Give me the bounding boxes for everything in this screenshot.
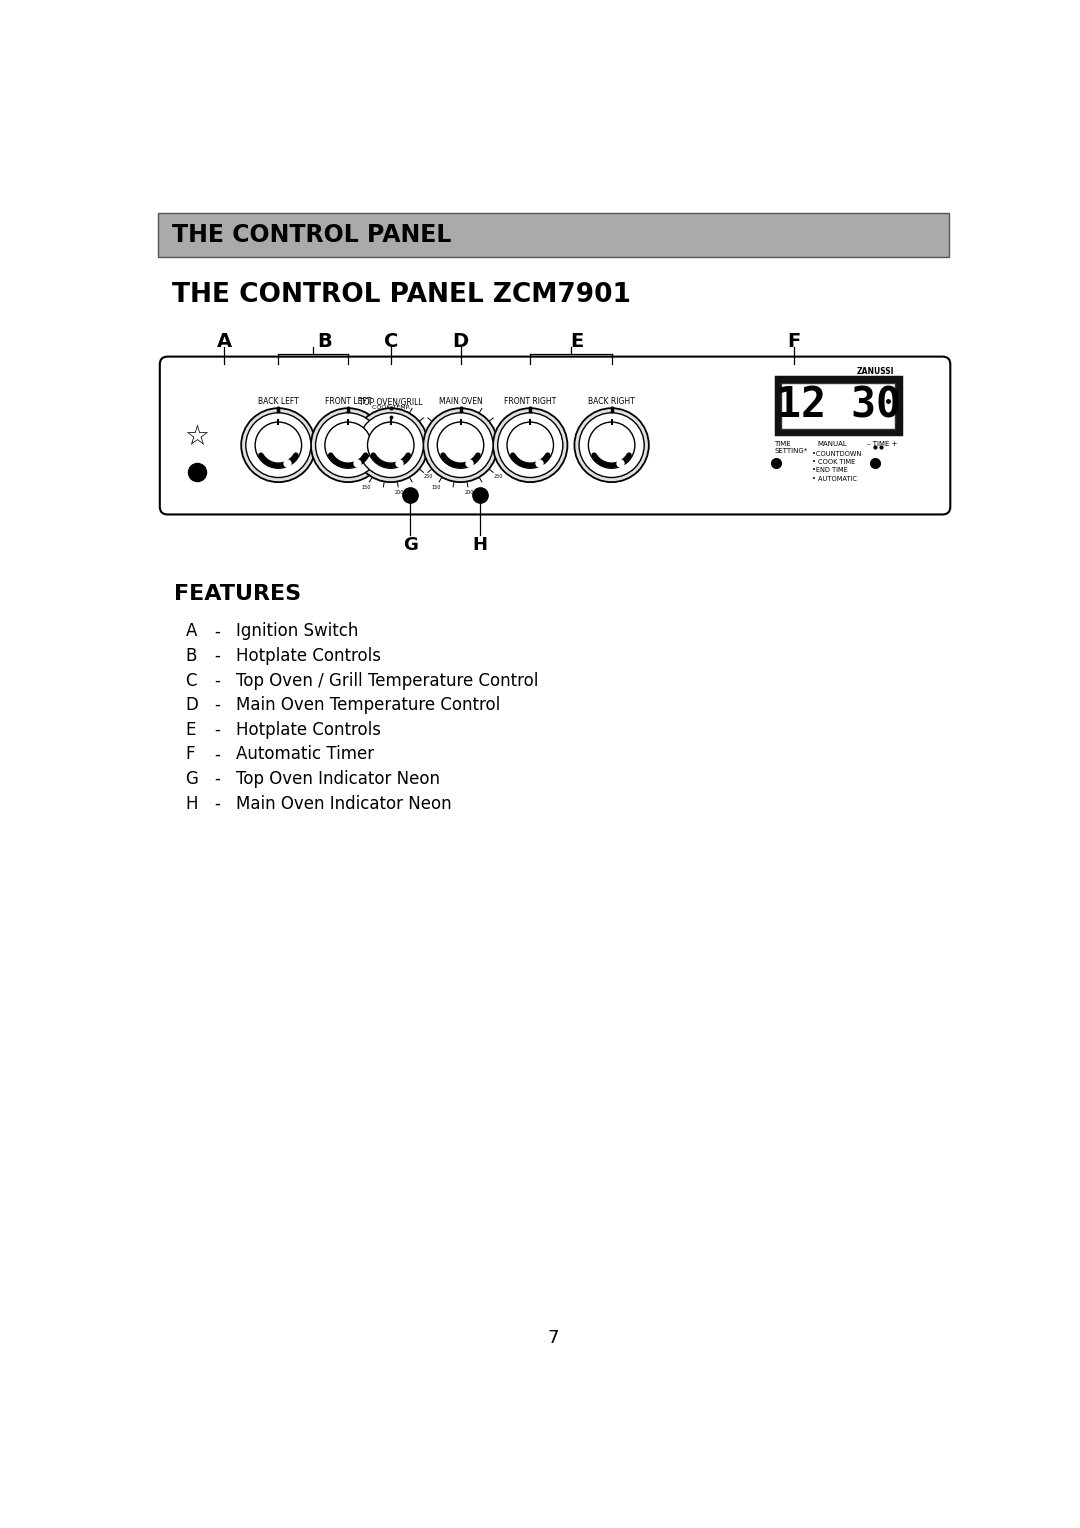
Text: Top Oven / Grill Temperature Control: Top Oven / Grill Temperature Control <box>235 671 538 689</box>
Text: 100: 100 <box>340 460 350 465</box>
Ellipse shape <box>579 413 644 477</box>
Ellipse shape <box>575 408 649 483</box>
Ellipse shape <box>367 422 414 468</box>
Ellipse shape <box>507 422 554 468</box>
Text: F: F <box>186 746 194 764</box>
Text: THE CONTROL PANEL ZCM7901: THE CONTROL PANEL ZCM7901 <box>172 283 631 309</box>
Text: MANUAL: MANUAL <box>816 442 847 448</box>
Text: 7: 7 <box>548 1329 559 1348</box>
Ellipse shape <box>353 408 428 483</box>
Text: A: A <box>186 622 197 640</box>
Text: 250: 250 <box>435 443 444 448</box>
Text: H: H <box>186 795 198 813</box>
Text: 200: 200 <box>394 490 404 495</box>
Text: -: - <box>214 671 220 689</box>
Text: C: C <box>186 671 197 689</box>
Text: -: - <box>214 721 220 740</box>
Text: 200: 200 <box>464 490 474 495</box>
Text: -: - <box>214 622 220 640</box>
FancyBboxPatch shape <box>160 356 950 515</box>
Text: BACK LEFT: BACK LEFT <box>258 397 299 406</box>
Text: Hotplate Controls: Hotplate Controls <box>235 721 381 740</box>
Ellipse shape <box>311 408 386 483</box>
Ellipse shape <box>325 422 372 468</box>
Text: Hotplate Controls: Hotplate Controls <box>235 646 381 665</box>
Text: Top Oven Indicator Neon: Top Oven Indicator Neon <box>235 770 440 788</box>
Ellipse shape <box>315 413 380 477</box>
FancyBboxPatch shape <box>775 377 901 434</box>
Text: – TIME +: – TIME + <box>867 442 897 448</box>
Text: H: H <box>472 536 487 555</box>
Text: • AUTOMATIC: • AUTOMATIC <box>811 475 856 481</box>
Text: C: C <box>383 332 397 351</box>
Text: FRONT RIGHT: FRONT RIGHT <box>504 397 556 406</box>
Text: BACK RIGHT: BACK RIGHT <box>589 397 635 406</box>
Text: -: - <box>214 646 220 665</box>
Text: • COOK TIME: • COOK TIME <box>811 458 855 465</box>
Text: 150: 150 <box>362 484 372 489</box>
Text: ZANUSSI: ZANUSSI <box>858 367 894 376</box>
Text: 100: 100 <box>410 460 419 465</box>
Text: B: B <box>186 646 197 665</box>
Text: D: D <box>186 697 199 714</box>
Text: 12 30: 12 30 <box>775 385 901 426</box>
Text: FEATURES: FEATURES <box>174 584 301 604</box>
Ellipse shape <box>359 413 423 477</box>
Text: -: - <box>214 770 220 788</box>
Ellipse shape <box>498 413 563 477</box>
Text: -: - <box>214 795 220 813</box>
Text: B: B <box>318 332 333 351</box>
Text: -: - <box>214 697 220 714</box>
Ellipse shape <box>241 408 315 483</box>
Text: COOK TEMP.: COOK TEMP. <box>372 405 410 410</box>
Ellipse shape <box>428 413 494 477</box>
Text: Main Oven Temperature Control: Main Oven Temperature Control <box>235 697 500 714</box>
Text: TIME
SETTING*: TIME SETTING* <box>774 442 808 454</box>
Text: ☆: ☆ <box>185 423 210 451</box>
Text: 250: 250 <box>423 474 433 478</box>
Text: Main Oven Indicator Neon: Main Oven Indicator Neon <box>235 795 451 813</box>
Text: G: G <box>403 536 418 555</box>
Text: 150: 150 <box>431 484 441 489</box>
Text: F: F <box>787 332 800 351</box>
Text: Automatic Timer: Automatic Timer <box>235 746 374 764</box>
Ellipse shape <box>246 413 311 477</box>
FancyBboxPatch shape <box>159 212 948 257</box>
Text: E: E <box>186 721 195 740</box>
Text: G: G <box>186 770 199 788</box>
Text: MAIN OVEN: MAIN OVEN <box>438 397 483 406</box>
Text: A: A <box>217 332 232 351</box>
Ellipse shape <box>437 422 484 468</box>
Text: 250: 250 <box>504 443 514 448</box>
Ellipse shape <box>589 422 635 468</box>
Text: THE CONTROL PANEL: THE CONTROL PANEL <box>172 223 451 246</box>
Ellipse shape <box>255 422 301 468</box>
Ellipse shape <box>423 408 498 483</box>
Text: FRONT LEFT: FRONT LEFT <box>325 397 372 406</box>
Text: 250: 250 <box>494 474 502 478</box>
Ellipse shape <box>494 408 567 483</box>
Text: D: D <box>453 332 469 351</box>
FancyBboxPatch shape <box>781 384 895 429</box>
Text: TOP OVEN/GRILL: TOP OVEN/GRILL <box>359 397 422 406</box>
Text: Ignition Switch: Ignition Switch <box>235 622 359 640</box>
Text: E: E <box>570 332 583 351</box>
Text: -: - <box>214 746 220 764</box>
Text: •END TIME: •END TIME <box>811 468 848 474</box>
Text: •COUNTDOWN: •COUNTDOWN <box>811 451 861 457</box>
